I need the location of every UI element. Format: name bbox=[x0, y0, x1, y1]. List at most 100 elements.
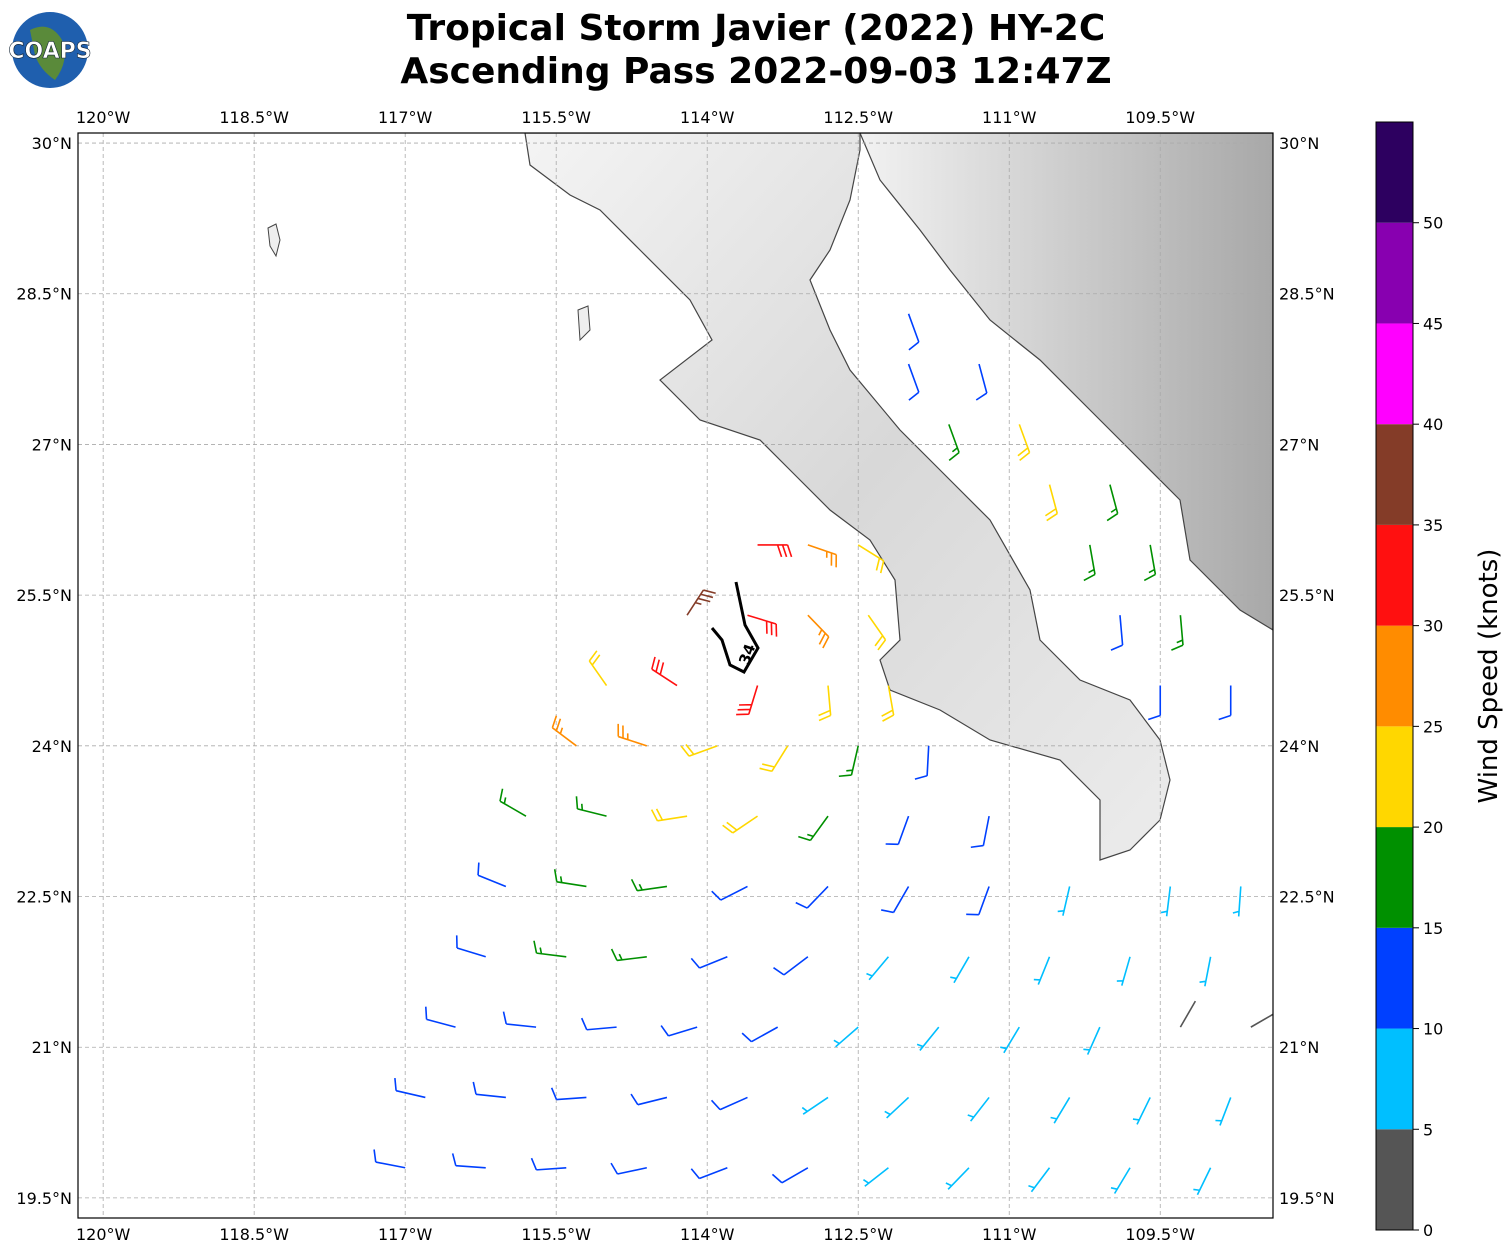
y-tick-label: 30°N bbox=[32, 134, 72, 153]
wind-barb bbox=[833, 1026, 859, 1048]
colorbar-segment bbox=[1376, 1028, 1413, 1130]
land bbox=[267, 133, 1273, 861]
colorbar-tick-label: 20 bbox=[1423, 818, 1443, 837]
colorbar-tick-label: 45 bbox=[1423, 314, 1443, 333]
wind-barb bbox=[950, 956, 970, 984]
colorbar-tick-label: 25 bbox=[1423, 717, 1443, 736]
wind-barb bbox=[1199, 956, 1212, 987]
wind-barb bbox=[838, 745, 860, 778]
wind-barb bbox=[1028, 1167, 1051, 1193]
wind-barb bbox=[722, 815, 758, 834]
wind-barb bbox=[711, 885, 748, 901]
wind-barb bbox=[1179, 1000, 1197, 1028]
x-tick-label: 120°W bbox=[76, 1225, 131, 1244]
wind-barb bbox=[881, 886, 910, 914]
y-tick-label: 22.5°N bbox=[1279, 888, 1335, 907]
wind-barb bbox=[1193, 1167, 1212, 1196]
wind-barb bbox=[610, 948, 647, 962]
wind-barb bbox=[736, 685, 759, 716]
x-tick-label: 117°W bbox=[378, 1225, 433, 1244]
wind-barb bbox=[530, 1157, 567, 1171]
x-tick-label: 114°W bbox=[680, 108, 735, 127]
wind-barb bbox=[373, 1149, 406, 1169]
colorbar-segment bbox=[1376, 122, 1413, 223]
wind-barb bbox=[1083, 1026, 1101, 1055]
y-tick-label: 28.5°N bbox=[16, 285, 72, 304]
wind-barb bbox=[747, 614, 778, 637]
wind-barb bbox=[970, 815, 990, 849]
track-line bbox=[710, 581, 760, 674]
wind-barb bbox=[1017, 424, 1031, 462]
x-tick-label: 112.5°W bbox=[823, 108, 893, 127]
logo-text: COAPS bbox=[8, 39, 91, 64]
colorbar-segment bbox=[1376, 323, 1413, 425]
wind-barb bbox=[455, 935, 486, 958]
wind-barb bbox=[1033, 956, 1051, 985]
wind-barb bbox=[660, 1025, 698, 1037]
wind-barb bbox=[550, 1087, 587, 1101]
x-tick-label: 109.5°W bbox=[1125, 1225, 1195, 1244]
wind-barb bbox=[551, 715, 577, 747]
wind-barb bbox=[690, 956, 728, 969]
wind-barb bbox=[795, 885, 829, 909]
wind-barb bbox=[1106, 484, 1119, 522]
logo: COAPS bbox=[8, 12, 92, 88]
wind-barb bbox=[867, 614, 887, 651]
wind-barb bbox=[617, 723, 648, 747]
x-tick-label: 115.5°W bbox=[521, 1225, 591, 1244]
wind-barb bbox=[1000, 1026, 1020, 1054]
wind-barb bbox=[690, 1167, 728, 1180]
colorbar-segment bbox=[1376, 222, 1413, 324]
x-tick-label: 120°W bbox=[76, 108, 131, 127]
x-tick-label: 114°W bbox=[680, 1225, 735, 1244]
wind-barb bbox=[914, 745, 930, 780]
logo-land bbox=[30, 26, 65, 81]
wind-barb bbox=[580, 1017, 617, 1031]
wind-barb bbox=[881, 685, 895, 722]
wind-barb bbox=[1215, 1097, 1232, 1126]
wind-barb bbox=[1147, 685, 1162, 721]
wind-barb bbox=[394, 1078, 426, 1099]
title-line: Ascending Pass 2022-09-03 12:47Z bbox=[400, 51, 1111, 92]
y-tick-label: 21°N bbox=[1279, 1038, 1319, 1057]
y-tick-label: 27°N bbox=[1279, 435, 1319, 454]
wind-barb bbox=[798, 815, 829, 842]
wind-barb bbox=[967, 1096, 990, 1122]
y-tick-label: 19.5°N bbox=[16, 1189, 72, 1208]
y-tick-label: 19.5°N bbox=[1279, 1189, 1335, 1208]
colorbar-segment bbox=[1376, 524, 1413, 626]
colorbar-segment bbox=[1376, 927, 1413, 1029]
colorbar-tick-label: 30 bbox=[1423, 617, 1443, 636]
colorbar-tick-label: 50 bbox=[1423, 214, 1443, 233]
colorbar-segment bbox=[1376, 726, 1413, 828]
wind-barb bbox=[801, 1096, 829, 1115]
colorbar-segment bbox=[1376, 827, 1413, 928]
y-tick-label: 24°N bbox=[32, 737, 72, 756]
wind-barbs bbox=[373, 313, 1273, 1196]
wind-barb bbox=[686, 589, 716, 616]
wind-barb bbox=[651, 656, 678, 687]
wind-barb bbox=[818, 685, 832, 722]
wind-barb bbox=[680, 743, 718, 757]
wind-barb bbox=[907, 363, 920, 401]
wind-barb bbox=[610, 1162, 647, 1175]
wind-barb bbox=[857, 544, 885, 574]
wind-barb bbox=[1132, 1097, 1151, 1125]
wind-barb bbox=[630, 878, 668, 892]
wind-barb bbox=[1083, 544, 1096, 582]
wind-barb bbox=[1110, 1167, 1131, 1194]
wind-barb bbox=[710, 1096, 748, 1111]
wind-barb bbox=[477, 862, 507, 888]
wind-barb bbox=[741, 1026, 779, 1043]
wind-barb bbox=[1218, 685, 1232, 721]
wind-barb bbox=[966, 886, 990, 916]
wind-barb bbox=[575, 796, 607, 817]
wind-barb bbox=[1057, 886, 1071, 916]
wind-barb bbox=[630, 1093, 668, 1106]
wind-barb bbox=[759, 745, 789, 773]
wind-barb bbox=[975, 363, 988, 401]
wind-barb bbox=[1044, 484, 1059, 522]
colorbar-tick-label: 40 bbox=[1423, 415, 1443, 434]
colorbar-tick-label: 5 bbox=[1423, 1120, 1433, 1139]
